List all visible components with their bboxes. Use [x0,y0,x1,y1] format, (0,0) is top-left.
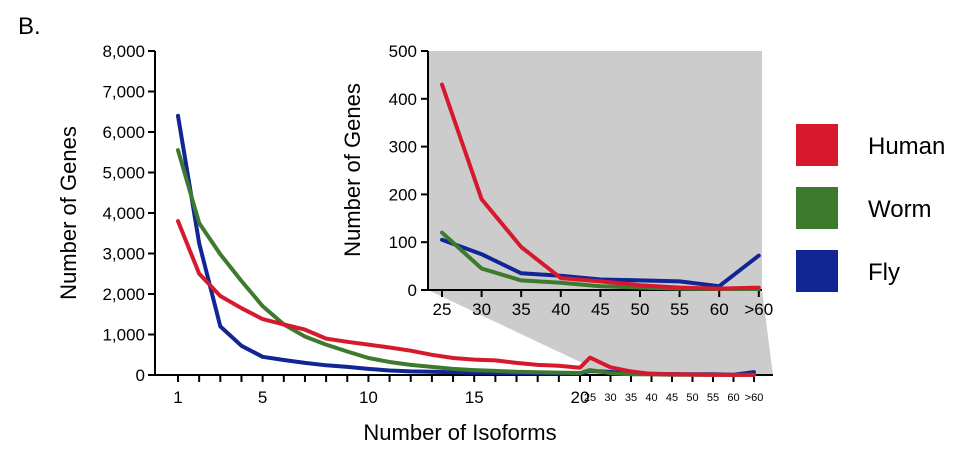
inset-y-tick-label: 500 [389,42,417,61]
main-x-tick-label: 10 [359,388,378,407]
zoom-connector-shade [428,290,773,375]
inset-plot-background [428,51,762,290]
main-x-tick-label: 1 [173,388,182,407]
legend-label-worm: Worm [868,196,932,223]
inset-y-tick-label: 0 [408,281,417,300]
inset-y-axis-title: Number of Genes [340,83,365,257]
main-y-tick-label: 4,000 [102,204,145,223]
main-x-tail-tick-label: 35 [625,392,637,404]
inset-x-tick-label: 30 [472,300,491,319]
inset-y-tick-label: 400 [389,90,417,109]
inset-y-tick-label: 200 [389,185,417,204]
main-series-line-human [176,219,756,377]
main-x-tail-tick-label: 40 [645,392,657,404]
main-x-tail-tick-label: 30 [604,392,616,404]
inset-x-tick-label: 60 [710,300,729,319]
main-y-tick-label: 5,000 [102,164,145,183]
inset-series-line-human [440,82,761,291]
legend-swatch-human [796,124,838,166]
main-y-tick-label: 1,000 [102,326,145,345]
inset-y-tick-label: 100 [389,233,417,252]
legend-swatch-fly [796,250,838,292]
main-x-tick-label: 20 [571,388,590,407]
inset-y-tick-label: 300 [389,138,417,157]
main-x-axis-title: Number of Isoforms [363,420,556,445]
main-x-tail-tick-label: 25 [584,392,596,404]
inset-x-tick-label: 40 [551,300,570,319]
main-y-axis-title: Number of Genes [56,126,81,300]
inset-x-tick-label: 25 [433,300,452,319]
main-x-tail-tick-label: >60 [745,392,764,404]
main-y-tick-label: 7,000 [102,83,145,102]
inset-x-tick-label: 50 [631,300,650,319]
main-y-tick-label: 6,000 [102,123,145,142]
main-x-tick-label: 15 [465,388,484,407]
main-y-tick-label: 2,000 [102,285,145,304]
inset-x-tick-label: >60 [744,300,773,319]
main-y-tick-label: 3,000 [102,245,145,264]
main-x-tail-tick-label: 55 [707,392,719,404]
inset-x-tick-label: 35 [512,300,531,319]
main-x-tail-tick-label: 45 [666,392,678,404]
main-x-tail-tick-label: 50 [686,392,698,404]
legend-label-human: Human [868,133,945,160]
inset-x-tick-label: 55 [670,300,689,319]
main-y-tick-label: 0 [136,366,145,385]
main-x-tick-label: 5 [258,388,267,407]
panel-label: B. [18,13,41,40]
main-y-tick-label: 8,000 [102,42,145,61]
legend-swatch-worm [796,187,838,229]
main-x-tail-tick-label: 60 [727,392,739,404]
inset-x-tick-label: 45 [591,300,610,319]
legend-label-fly: Fly [868,259,900,286]
